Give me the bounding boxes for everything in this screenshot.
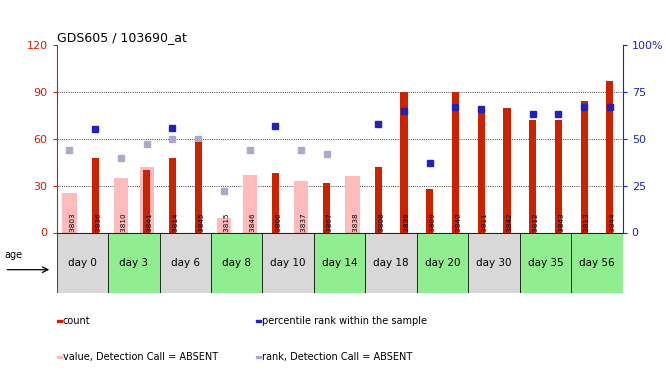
Bar — [194, 142, 202, 232]
Bar — [606, 81, 613, 232]
Text: GSM13836: GSM13836 — [95, 213, 101, 252]
Text: day 20: day 20 — [425, 258, 460, 267]
Text: day 18: day 18 — [374, 258, 409, 267]
Bar — [92, 158, 99, 232]
Text: GSM13839: GSM13839 — [404, 213, 410, 252]
Text: day 10: day 10 — [270, 258, 306, 267]
FancyBboxPatch shape — [57, 232, 108, 292]
Text: day 30: day 30 — [476, 258, 511, 267]
Bar — [242, 175, 256, 232]
Bar — [168, 158, 176, 232]
Text: GSM13808: GSM13808 — [378, 213, 384, 252]
Bar — [452, 92, 459, 232]
Text: GSM13840: GSM13840 — [456, 213, 462, 252]
Bar — [114, 178, 128, 232]
Bar — [555, 120, 562, 232]
Bar — [400, 92, 408, 232]
Text: GSM13812: GSM13812 — [533, 213, 539, 252]
Text: day 3: day 3 — [119, 258, 149, 267]
Bar — [256, 321, 261, 322]
Text: GSM13811: GSM13811 — [481, 213, 488, 252]
Text: GSM13807: GSM13807 — [327, 213, 333, 252]
Bar — [426, 189, 434, 232]
Bar — [323, 183, 330, 232]
Bar — [63, 194, 77, 232]
Bar — [57, 356, 61, 358]
Text: day 35: day 35 — [527, 258, 563, 267]
Bar — [217, 218, 231, 232]
Text: day 6: day 6 — [170, 258, 200, 267]
FancyBboxPatch shape — [108, 232, 160, 292]
Text: day 56: day 56 — [579, 258, 615, 267]
Text: percentile rank within the sample: percentile rank within the sample — [262, 316, 428, 326]
FancyBboxPatch shape — [314, 232, 366, 292]
Text: age: age — [5, 250, 23, 260]
Text: GSM13803: GSM13803 — [69, 213, 75, 252]
Text: GSM13846: GSM13846 — [250, 213, 256, 252]
FancyBboxPatch shape — [366, 232, 417, 292]
Bar — [503, 108, 511, 232]
Bar — [478, 111, 485, 232]
FancyBboxPatch shape — [468, 232, 519, 292]
Text: day 8: day 8 — [222, 258, 251, 267]
Text: GDS605 / 103690_at: GDS605 / 103690_at — [57, 31, 186, 44]
Bar — [581, 101, 587, 232]
Bar — [140, 167, 154, 232]
Text: GSM13843: GSM13843 — [558, 213, 564, 252]
FancyBboxPatch shape — [160, 232, 211, 292]
Text: GSM13838: GSM13838 — [352, 213, 358, 252]
FancyBboxPatch shape — [262, 232, 314, 292]
Text: GSM13841: GSM13841 — [147, 213, 153, 252]
Text: count: count — [63, 316, 90, 326]
Bar — [143, 170, 151, 232]
Bar — [272, 173, 279, 232]
FancyBboxPatch shape — [417, 232, 468, 292]
Text: GSM13844: GSM13844 — [610, 213, 616, 252]
Text: GSM13837: GSM13837 — [301, 213, 307, 252]
Bar — [346, 176, 360, 232]
Text: day 14: day 14 — [322, 258, 358, 267]
Text: GSM13815: GSM13815 — [224, 213, 230, 252]
Bar — [256, 356, 261, 358]
Bar — [375, 167, 382, 232]
FancyBboxPatch shape — [211, 232, 262, 292]
Text: GSM13810: GSM13810 — [121, 213, 127, 252]
Text: GSM13806: GSM13806 — [275, 213, 281, 252]
Text: GSM13809: GSM13809 — [430, 213, 436, 252]
Bar — [57, 321, 61, 322]
Text: value, Detection Call = ABSENT: value, Detection Call = ABSENT — [63, 352, 218, 362]
Text: GSM13813: GSM13813 — [584, 213, 590, 252]
Text: GSM13814: GSM13814 — [172, 213, 178, 252]
Text: GSM13845: GSM13845 — [198, 213, 204, 252]
Text: day 0: day 0 — [68, 258, 97, 267]
Bar — [294, 181, 308, 232]
Bar — [529, 120, 536, 232]
Text: GSM13842: GSM13842 — [507, 213, 513, 252]
FancyBboxPatch shape — [571, 232, 623, 292]
FancyBboxPatch shape — [519, 232, 571, 292]
Text: rank, Detection Call = ABSENT: rank, Detection Call = ABSENT — [262, 352, 413, 362]
